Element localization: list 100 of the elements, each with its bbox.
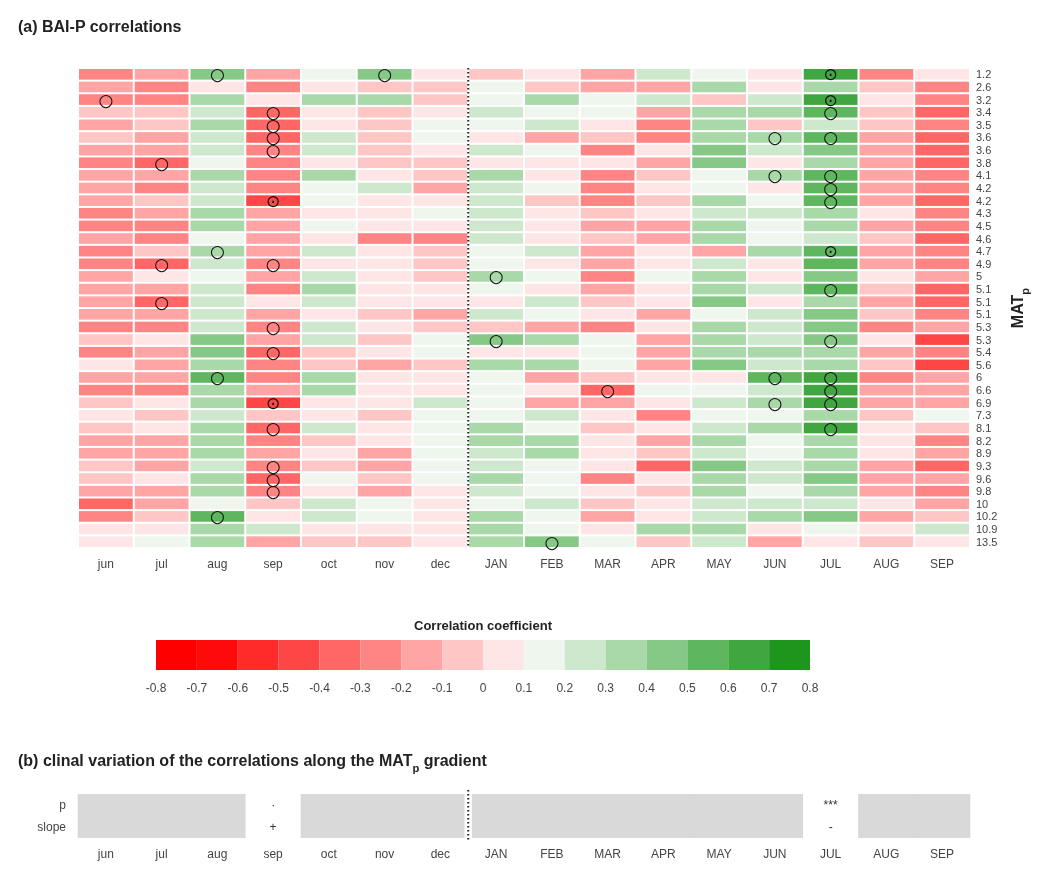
data-label: ○ <box>154 253 170 274</box>
color-bar-label: -0.5 <box>268 681 290 695</box>
data-label: ○ <box>154 291 170 312</box>
data-label: ○ <box>823 279 839 300</box>
data-label: ○ <box>265 316 281 337</box>
category-label: MAY <box>706 847 732 861</box>
color-bar-label: -0.6 <box>227 681 249 695</box>
data-label: ⊙ <box>823 64 838 85</box>
color-bar-title: Correlation coefficient <box>414 618 553 633</box>
category-label: p <box>59 798 66 812</box>
y-tick-label: 4.3 <box>976 207 992 220</box>
category-label: APR <box>651 847 677 861</box>
color-bar-label: 0.3 <box>597 681 615 695</box>
data-label: ○ <box>488 266 504 287</box>
data-label: ○ <box>823 329 839 350</box>
category-label: JUN <box>763 847 787 861</box>
x-tick-label: jul <box>154 557 168 571</box>
data-label: ⊙ <box>823 241 838 262</box>
color-bar-label: 0.6 <box>719 681 737 695</box>
data-label: ○ <box>265 418 281 438</box>
text: (b) clinal variation of the correlations along the MAT$_{p}$ gradient <box>18 752 488 774</box>
data-label: ○ <box>488 329 504 350</box>
color-bar-label: 0.1 <box>515 681 533 695</box>
x-tick-label: MAY <box>706 557 732 571</box>
y-tick-label: 5.4 <box>976 346 992 359</box>
data-label: ○ <box>823 127 839 148</box>
color-bar-label: -0.3 <box>350 681 372 695</box>
y-tick-label: 5.3 <box>976 320 992 333</box>
data-label: ○ <box>209 64 225 85</box>
data-label: ○ <box>209 241 225 262</box>
data-label: ○ <box>98 89 114 110</box>
category-label: dec <box>430 847 451 861</box>
x-tick-label: APR <box>651 557 677 571</box>
color-bar-label: 0.2 <box>556 681 574 695</box>
y-tick-label: 8.9 <box>976 447 992 460</box>
category-label: sep <box>263 847 284 861</box>
category-label: AUG <box>873 847 900 861</box>
y-tick-label: 1.2 <box>976 68 992 81</box>
chart-title: (a) BAI-P correlations <box>18 18 182 35</box>
x-tick-label: sep <box>263 557 284 571</box>
y-tick-label: 4.5 <box>976 219 992 232</box>
data-label: ○ <box>209 367 225 388</box>
x-tick-label: oct <box>320 557 338 571</box>
category-label: jun <box>96 847 114 861</box>
y-tick-label: 3.6 <box>976 144 992 157</box>
y-tick-label: 5.3 <box>976 333 992 346</box>
y-tick-label: 8.2 <box>976 434 992 447</box>
x-tick-label: AUG <box>873 557 900 571</box>
y-tick-label: 8.1 <box>976 422 992 434</box>
y-tick-label: 5.1 <box>976 308 992 321</box>
y-tick-label: 5.1 <box>976 295 992 308</box>
y-tick-label: 13.5 <box>976 535 998 548</box>
text: + <box>269 820 277 834</box>
category-label: oct <box>320 847 338 861</box>
category-label: slope <box>37 820 66 834</box>
category-label: jul <box>154 847 168 861</box>
text: *** <box>823 798 838 812</box>
category-label: SEP <box>930 847 955 861</box>
color-bar-label: 0 <box>479 681 487 695</box>
data-label: ○ <box>767 127 783 148</box>
data-label: ⊙ <box>266 190 281 211</box>
y-tick-label: 3.5 <box>976 118 992 131</box>
data-label: ○ <box>265 253 281 274</box>
color-bar-label: 0.7 <box>760 681 778 695</box>
color-bar-label: -0.4 <box>309 681 331 695</box>
x-tick-label: jun <box>96 557 114 571</box>
y-tick-label: 4.9 <box>976 257 992 270</box>
data-label: ⊙ <box>266 392 281 413</box>
color-bar-label: -0.1 <box>431 681 453 695</box>
data-label: ○ <box>600 380 616 401</box>
y-tick-label: 9.8 <box>976 485 992 498</box>
data-label: ○ <box>154 152 170 173</box>
y-tick-label: 3.8 <box>976 156 992 169</box>
y-tick-label: 4.2 <box>976 182 992 194</box>
y-tick-label: 4.7 <box>976 245 992 258</box>
y-tick-label: 4.1 <box>976 169 992 182</box>
x-tick-label: dec <box>430 557 451 571</box>
category-label: MAR <box>594 847 622 861</box>
data-label: ○ <box>823 418 839 438</box>
x-tick-label: nov <box>374 557 395 571</box>
category-label: JUL <box>819 847 842 861</box>
category-label: nov <box>374 847 395 861</box>
text: · <box>271 798 276 812</box>
data-label: ○ <box>377 64 393 85</box>
data-label: ○ <box>209 506 225 527</box>
x-tick-label: SEP <box>930 557 955 571</box>
text: - <box>828 820 833 834</box>
color-bar-label: 0.8 <box>801 681 819 695</box>
category-label: FEB <box>540 847 564 861</box>
y-tick-label: 10 <box>976 497 989 510</box>
y-tick-label: 5.6 <box>976 358 992 371</box>
x-tick-label: MAR <box>594 557 622 571</box>
color-bar-label: -0.8 <box>145 681 167 695</box>
y-tick-label: 5.1 <box>976 283 992 296</box>
y-tick-label: 3.2 <box>976 93 992 106</box>
data-label: ○ <box>767 165 783 186</box>
y-tick-label: 2.6 <box>976 80 992 93</box>
y-tick-label: 10.2 <box>976 510 998 523</box>
color-bar-label: -0.7 <box>186 681 208 695</box>
y-tick-label: 4.2 <box>976 194 992 207</box>
